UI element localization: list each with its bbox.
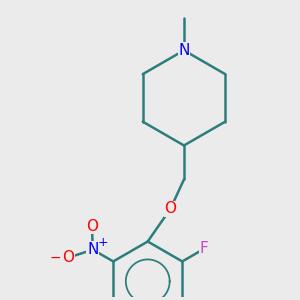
Text: O: O <box>86 219 98 234</box>
Text: +: + <box>98 236 108 249</box>
Text: F: F <box>200 242 208 256</box>
Text: O: O <box>164 201 176 216</box>
Text: −: − <box>50 251 61 265</box>
Text: N: N <box>87 242 98 257</box>
Text: O: O <box>62 250 74 265</box>
Text: N: N <box>178 43 190 58</box>
